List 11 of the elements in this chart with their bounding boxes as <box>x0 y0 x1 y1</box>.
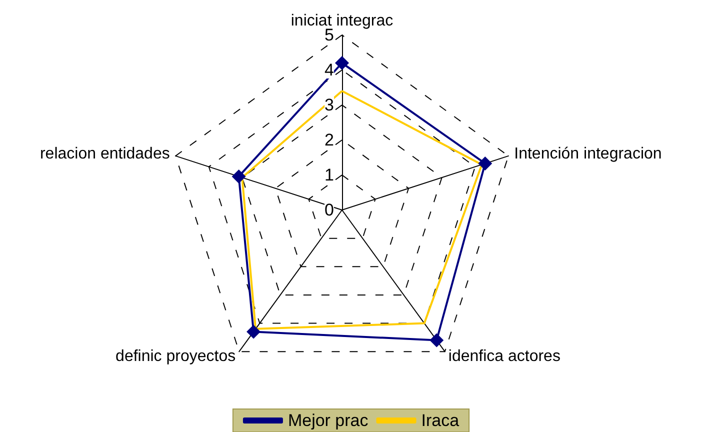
y-tick-label: 2 <box>324 130 334 150</box>
y-tick-label: 1 <box>324 166 334 184</box>
y-tick-label: 3 <box>324 96 334 114</box>
legend-label: Iraca <box>421 411 460 430</box>
spoke-label: Intención integracion <box>514 146 662 163</box>
spoke-label: idenfica actores <box>448 348 560 365</box>
spoke-label: definic proyectos <box>116 348 236 365</box>
spoke-label: relacion entidades <box>40 146 170 163</box>
legend-label: Mejor prac <box>288 411 369 430</box>
y-tick-label: 0 <box>324 200 334 220</box>
y-tick-label: 4 <box>324 60 334 80</box>
